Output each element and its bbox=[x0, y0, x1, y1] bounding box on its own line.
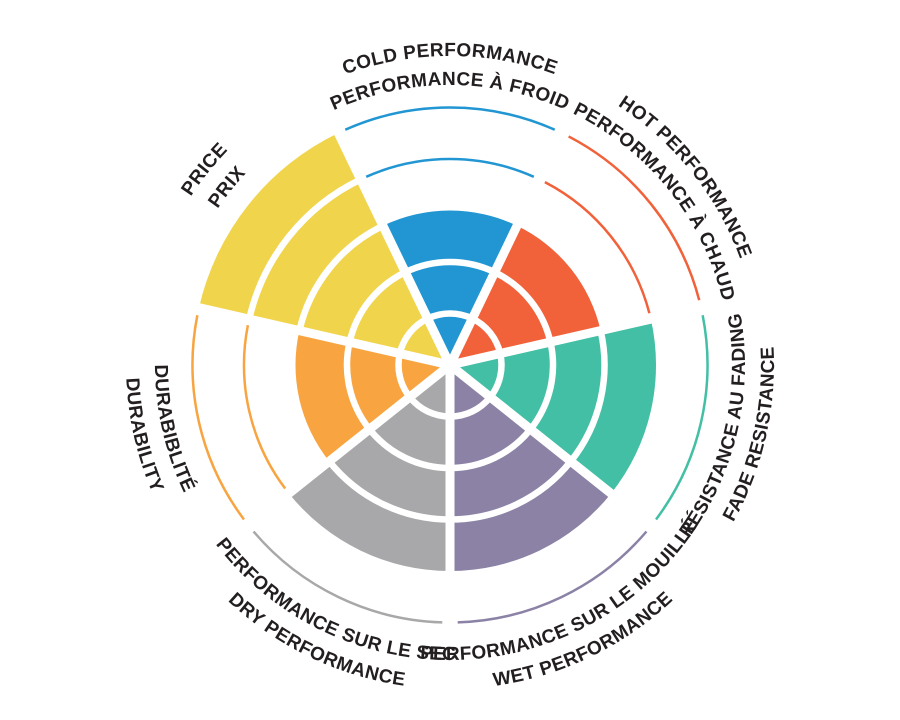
sector-separator-1 bbox=[445, 123, 570, 367]
sector-dry-performance-wedge bbox=[288, 365, 450, 571]
sector-separator-6 bbox=[189, 301, 452, 370]
sector-price-ring-divider-3 bbox=[296, 222, 385, 332]
sector-durability-scale-arc-5 bbox=[191, 314, 245, 521]
sector-cold-performance-ring-divider-2 bbox=[403, 258, 497, 276]
sector-fade-resistance-ring-divider-3 bbox=[568, 329, 608, 464]
sector-dry-performance bbox=[252, 365, 451, 624]
sector-cold-performance-wedge bbox=[382, 210, 518, 365]
sector-dry-performance-ring-divider-3 bbox=[326, 459, 451, 523]
sector-price-wedge bbox=[198, 133, 450, 365]
sector-wet-performance-ring-divider-3 bbox=[449, 459, 574, 523]
sector-separator-5 bbox=[239, 361, 453, 535]
sector-hot-performance-ring-divider-2 bbox=[493, 269, 554, 343]
sector-hot-performance-label-en: HOT PERFORMANCE bbox=[615, 92, 755, 261]
sector-price bbox=[198, 133, 450, 365]
sector-separator-3 bbox=[447, 361, 661, 535]
sector-wet-performance bbox=[449, 365, 648, 624]
sector-durability-wedge bbox=[295, 330, 450, 462]
sector-cold-performance-scale-arc-4 bbox=[365, 157, 535, 178]
sector-fade-resistance-ring-divider-2 bbox=[527, 341, 557, 432]
sector-durability bbox=[191, 314, 450, 521]
sector-hot-performance bbox=[450, 135, 701, 365]
sector-separator-2 bbox=[448, 301, 711, 370]
sector-durability-scale-arc-4 bbox=[242, 324, 287, 490]
sector-cold-performance-scale-arc-5 bbox=[344, 106, 556, 131]
sector-price-ring-divider-4 bbox=[245, 176, 363, 320]
sector-fade-resistance-scale-arc-5 bbox=[655, 314, 709, 521]
sector-dry-performance-scale-arc-5 bbox=[252, 530, 443, 624]
sector-wet-performance-ring-divider-2 bbox=[449, 427, 534, 472]
sector-separator-7 bbox=[330, 123, 455, 367]
sector-wet-performance-scale-arc-5 bbox=[457, 530, 648, 624]
sector-wet-performance-wedge bbox=[450, 365, 612, 571]
sector-price-ring-divider-2 bbox=[346, 269, 407, 343]
sector-dry-performance-ring-divider-2 bbox=[366, 427, 451, 472]
sector-hot-performance-scale-arc-5 bbox=[568, 135, 701, 301]
sector-hot-performance-scale-arc-4 bbox=[544, 181, 651, 314]
sector-durability-ring-divider-2 bbox=[343, 341, 373, 432]
